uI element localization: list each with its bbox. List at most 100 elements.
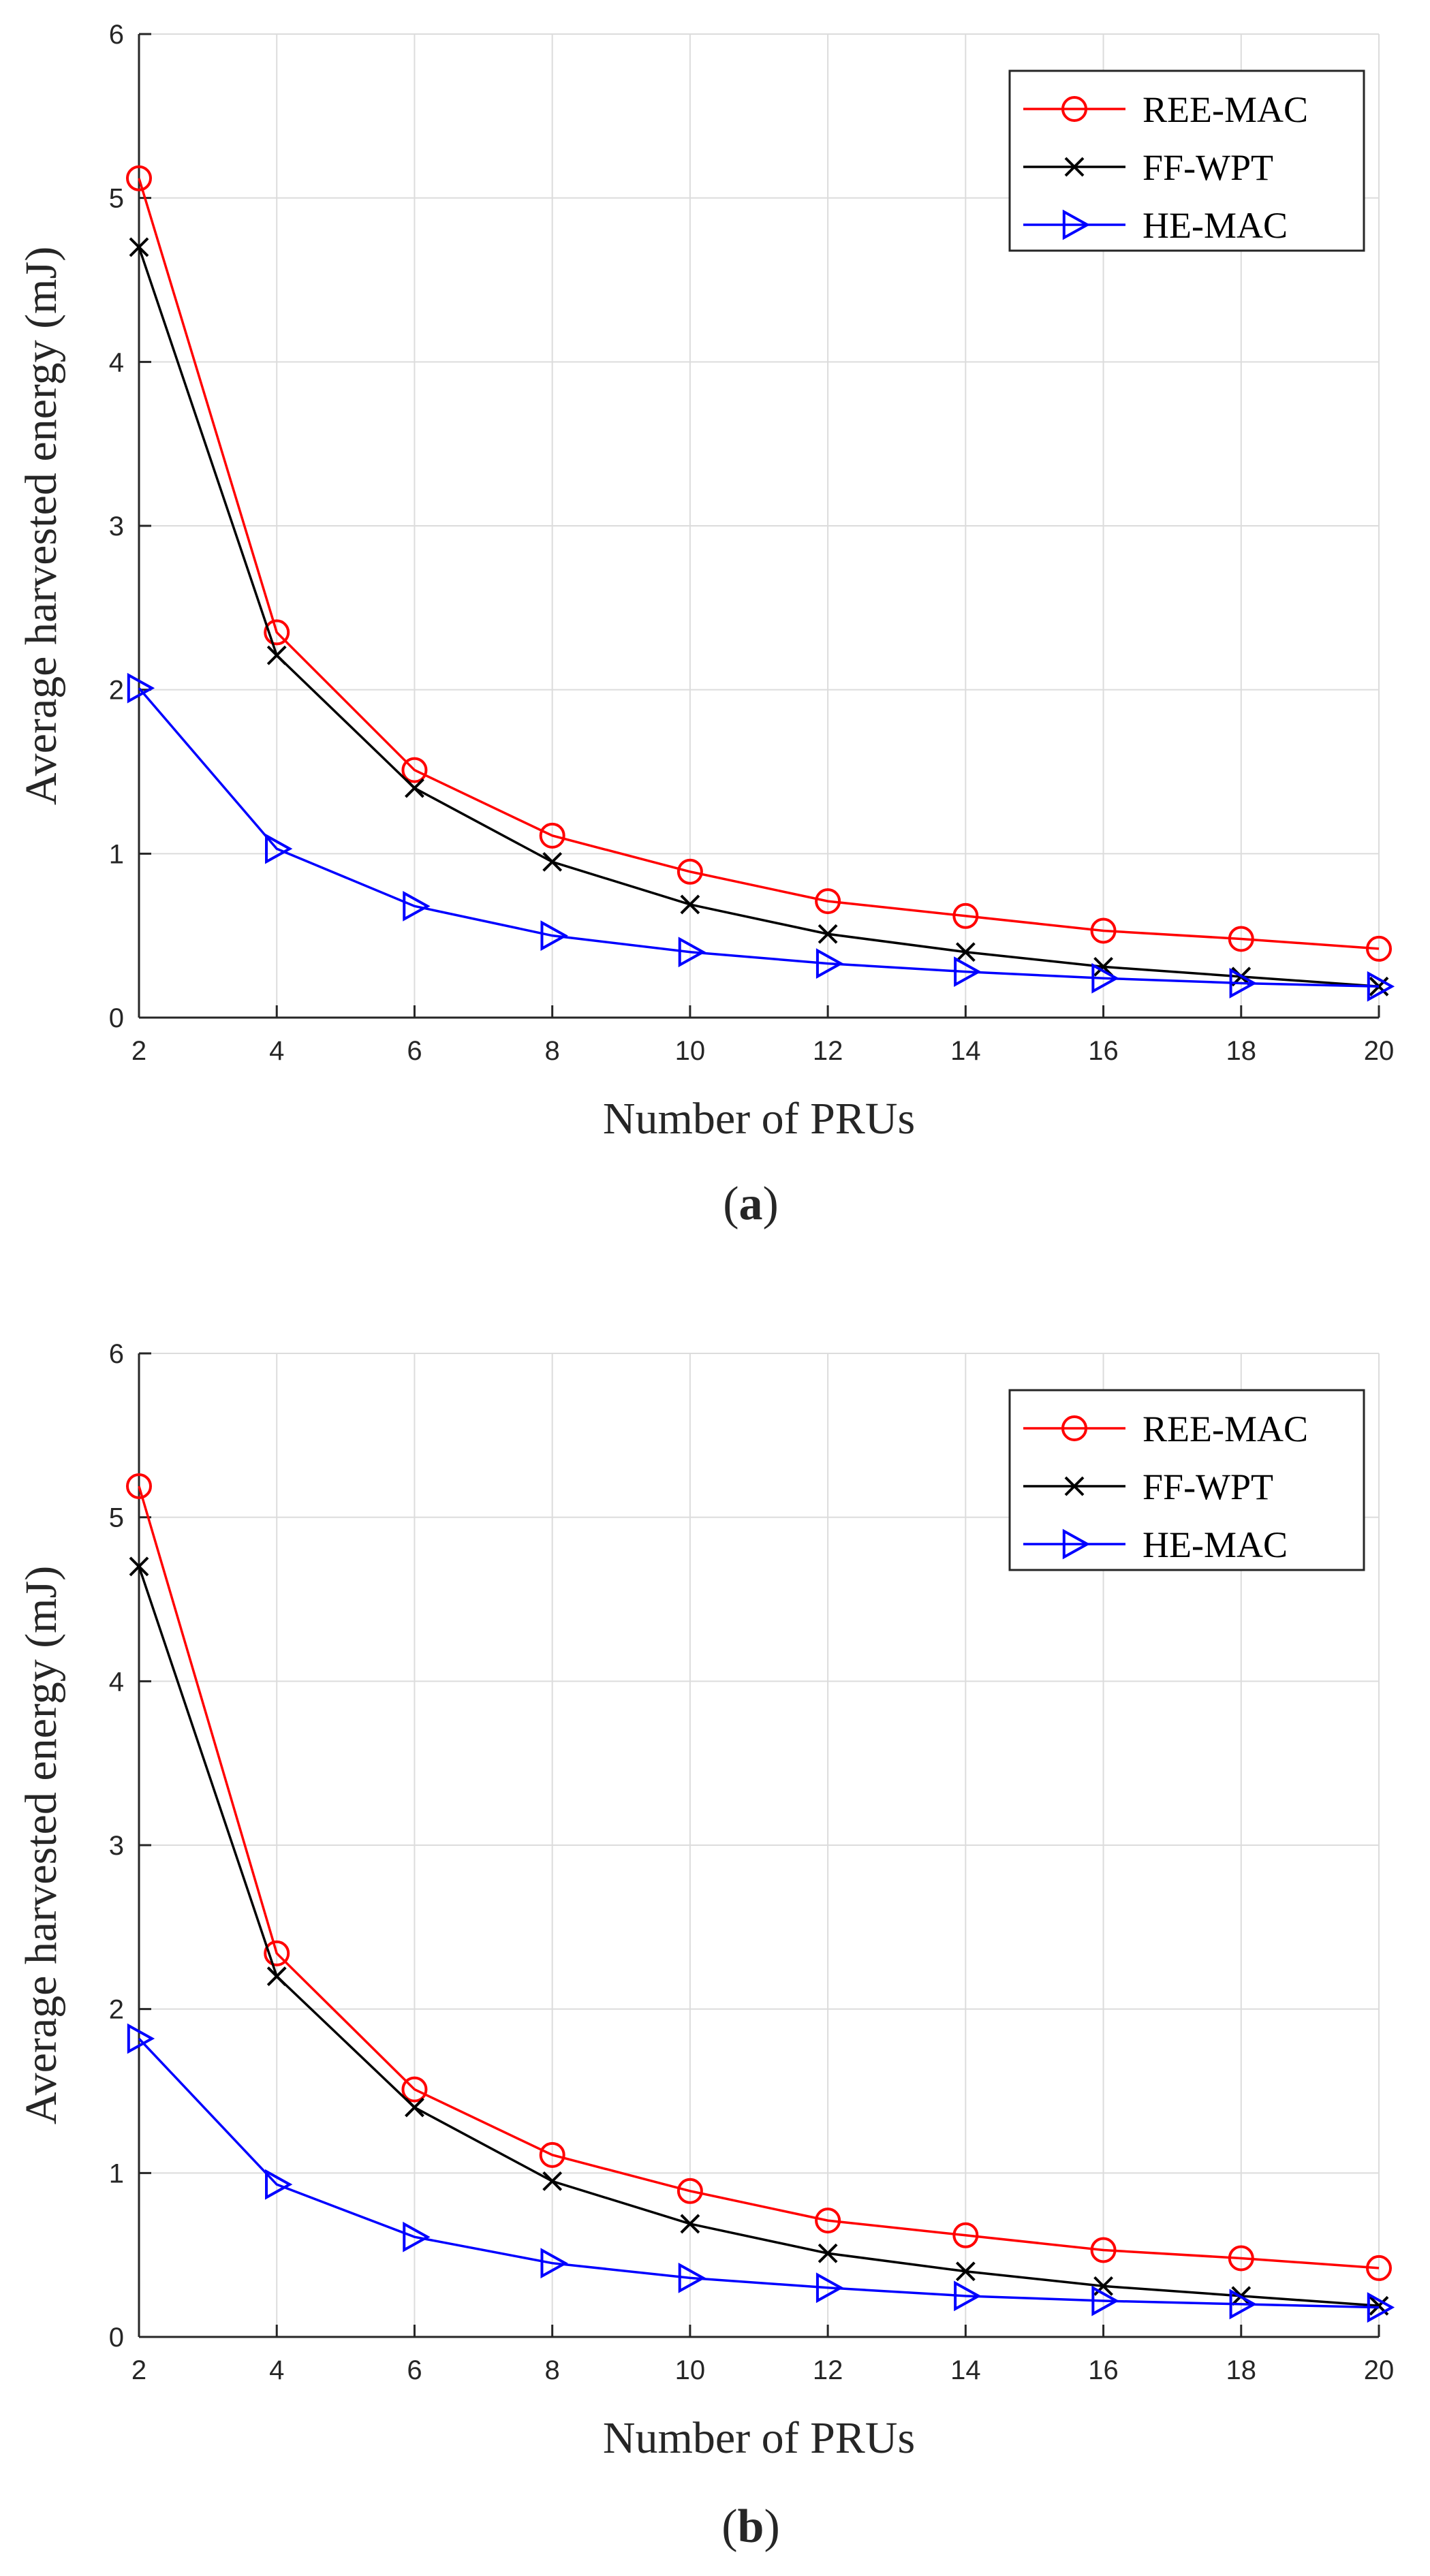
x-tick-label: 18 bbox=[1226, 2355, 1257, 2385]
data-point-circle bbox=[264, 619, 290, 646]
x-tick-label: 6 bbox=[407, 2355, 422, 2385]
x-marker-stroke bbox=[542, 851, 563, 872]
x-marker-stroke bbox=[405, 2097, 424, 2118]
x-tick-label: 12 bbox=[813, 2355, 843, 2385]
x-marker-stroke bbox=[818, 2243, 838, 2263]
data-point-x bbox=[955, 2261, 976, 2282]
data-point-triangle bbox=[1229, 2289, 1257, 2320]
y-tick-label: 6 bbox=[109, 1339, 124, 1369]
legend-box bbox=[1008, 1389, 1365, 1571]
x-marker-stroke bbox=[1093, 2276, 1113, 2296]
data-point-circle bbox=[539, 822, 565, 849]
data-point-triangle bbox=[127, 2023, 155, 2054]
series-line-ff-wpt bbox=[138, 247, 1380, 988]
data-point-circle bbox=[815, 2208, 841, 2234]
data-point-circle bbox=[677, 2178, 703, 2204]
data-point-triangle bbox=[1091, 962, 1119, 994]
legend-label: HE-MAC bbox=[1143, 1524, 1288, 1565]
x-marker-stroke bbox=[129, 237, 149, 257]
data-point-triangle bbox=[265, 2169, 293, 2200]
x-marker-stroke bbox=[680, 2214, 700, 2234]
x-marker-stroke bbox=[1369, 2295, 1389, 2316]
y-tick-label: 3 bbox=[109, 1831, 124, 1861]
x-tick-label: 10 bbox=[675, 2355, 706, 2385]
data-point-circle bbox=[126, 1473, 152, 1499]
data-point-x bbox=[680, 894, 700, 915]
data-point-triangle bbox=[1091, 2285, 1119, 2316]
data-point-triangle bbox=[954, 956, 982, 988]
series-line-ree-mac bbox=[138, 1486, 1380, 2269]
x-marker-stroke bbox=[266, 645, 287, 665]
data-point-circle bbox=[1366, 935, 1392, 962]
series-ree-mac bbox=[126, 1473, 1392, 2281]
x-tick-label: 2 bbox=[131, 2355, 146, 2385]
data-point-x bbox=[818, 924, 838, 944]
y-tick-label: 1 bbox=[109, 839, 124, 869]
data-point-circle bbox=[1228, 926, 1254, 952]
legend-label: REE-MAC bbox=[1143, 89, 1308, 130]
data-point-x bbox=[266, 645, 287, 665]
x-tick-label: 10 bbox=[675, 1036, 706, 1066]
data-point-circle bbox=[952, 902, 979, 929]
x-tick-label: 20 bbox=[1364, 1036, 1395, 1066]
x-tick-label: 16 bbox=[1088, 1036, 1119, 1066]
y-tick-label: 4 bbox=[109, 1667, 124, 1697]
y-tick-label: 1 bbox=[109, 2158, 124, 2188]
data-point-x bbox=[129, 237, 149, 257]
data-point-x bbox=[129, 1556, 149, 1577]
x-tick-label: 2 bbox=[131, 1036, 146, 1066]
data-point-x bbox=[680, 2214, 700, 2234]
x-marker-stroke bbox=[1093, 956, 1113, 977]
figure-caption: (b) bbox=[721, 2500, 780, 2553]
data-point-circle bbox=[1228, 2245, 1254, 2272]
x-tick-label: 16 bbox=[1088, 2355, 1119, 2385]
y-tick-label: 5 bbox=[109, 1503, 124, 1533]
x-marker-stroke bbox=[129, 1556, 149, 1577]
legend-marker-circle bbox=[1061, 1415, 1087, 1441]
data-point-x bbox=[542, 2171, 563, 2191]
data-point-circle bbox=[539, 2141, 565, 2168]
data-point-circle bbox=[401, 2076, 428, 2103]
legend-marker-x bbox=[1064, 157, 1085, 177]
y-tick-label: 2 bbox=[109, 1995, 124, 2025]
y-tick-label: 5 bbox=[109, 184, 124, 214]
data-point-triangle bbox=[1367, 971, 1395, 1002]
x-tick-label: 18 bbox=[1226, 1036, 1257, 1066]
y-tick-label: 0 bbox=[109, 1003, 124, 1033]
data-point-triangle bbox=[1367, 2292, 1395, 2323]
data-point-circle bbox=[815, 888, 841, 915]
data-point-triangle bbox=[403, 890, 431, 922]
x-tick-label: 8 bbox=[545, 1036, 560, 1066]
data-point-x bbox=[266, 1966, 287, 1986]
data-point-circle bbox=[126, 165, 152, 191]
x-marker-stroke bbox=[542, 2171, 563, 2191]
x-tick-label: 8 bbox=[545, 2355, 560, 2385]
x-tick-label: 6 bbox=[407, 1036, 422, 1066]
data-point-triangle bbox=[678, 937, 706, 968]
x-marker-stroke bbox=[955, 942, 976, 962]
data-point-x bbox=[542, 851, 563, 872]
legend: REE-MAC FF-WPT HE-MAC bbox=[1008, 69, 1365, 252]
legend-label: HE-MAC bbox=[1143, 205, 1288, 246]
y-tick-label: 3 bbox=[109, 512, 124, 541]
legend-label: FF-WPT bbox=[1143, 147, 1273, 188]
data-point-triangle bbox=[954, 2280, 982, 2312]
data-point-x bbox=[405, 2097, 424, 2118]
data-point-triangle bbox=[1229, 968, 1257, 999]
series-he-mac bbox=[127, 672, 1395, 1002]
data-point-triangle bbox=[127, 672, 155, 704]
data-point-triangle bbox=[265, 833, 293, 864]
data-point-x bbox=[955, 942, 976, 962]
x-marker-stroke bbox=[955, 2261, 976, 2282]
data-point-triangle bbox=[815, 948, 844, 979]
data-point-triangle bbox=[678, 2262, 706, 2293]
y-axis-label: Average harvested energy (mJ) bbox=[16, 247, 66, 805]
y-tick-label: 4 bbox=[109, 347, 124, 377]
series-line-ff-wpt bbox=[138, 1566, 1380, 2308]
x-tick-label: 20 bbox=[1364, 2355, 1395, 2385]
data-point-circle bbox=[1090, 2237, 1117, 2263]
series-line-he-mac bbox=[138, 2037, 1380, 2309]
